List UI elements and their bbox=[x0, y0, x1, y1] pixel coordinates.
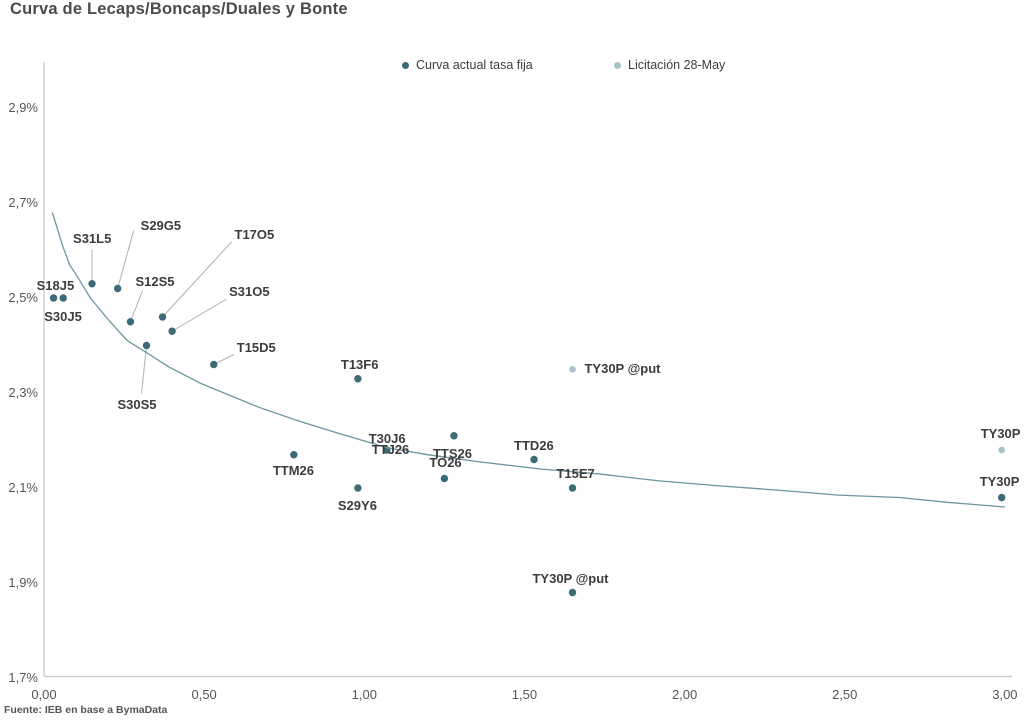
point-label: T13F6 bbox=[340, 356, 379, 372]
data-point[interactable] bbox=[997, 493, 1006, 502]
data-point[interactable] bbox=[210, 360, 218, 369]
data-point[interactable] bbox=[450, 432, 458, 440]
point-label: S30S5 bbox=[117, 396, 157, 412]
data-point[interactable] bbox=[142, 341, 151, 350]
x-tick-label: 2,50 bbox=[832, 687, 858, 702]
point-label: S30J5 bbox=[44, 309, 82, 324]
y-tick-label: 2,1% bbox=[8, 480, 38, 495]
leader-line bbox=[213, 354, 234, 365]
legend-label-actual: Curva actual tasa fija bbox=[416, 58, 533, 72]
y-tick-label: 2,7% bbox=[8, 195, 38, 210]
x-tick-label: 1,50 bbox=[511, 687, 538, 702]
x-tick-label: 1,00 bbox=[351, 687, 377, 702]
data-point[interactable] bbox=[168, 327, 176, 335]
point-label: TY30P bbox=[980, 426, 1021, 441]
leader-line bbox=[171, 298, 227, 332]
point-label: S12S5 bbox=[135, 273, 175, 289]
data-point[interactable] bbox=[569, 365, 576, 373]
data-point[interactable] bbox=[440, 474, 449, 483]
x-tick-label: 0,00 bbox=[31, 687, 57, 702]
data-point[interactable] bbox=[354, 484, 362, 492]
legend-item-licitacion[interactable]: Licitación 28-May bbox=[614, 58, 725, 72]
point-label: T15D5 bbox=[236, 339, 276, 355]
point-label: T17O5 bbox=[234, 227, 275, 242]
point-label: S29G5 bbox=[140, 217, 182, 233]
point-label: TTJ26 bbox=[371, 442, 410, 457]
point-label: S18J5 bbox=[36, 278, 75, 293]
fitted-curve bbox=[51, 212, 1005, 508]
y-tick-label: 2,5% bbox=[8, 290, 38, 305]
legend-item-curva-actual[interactable]: Curva actual tasa fija bbox=[402, 58, 533, 72]
point-label: TY30P bbox=[979, 473, 1020, 489]
point-label: S29Y6 bbox=[337, 498, 377, 513]
y-tick-label: 2,3% bbox=[8, 385, 38, 400]
point-label: T15E7 bbox=[556, 466, 595, 481]
point-label: S31O5 bbox=[229, 284, 270, 300]
y-tick-label: 1,9% bbox=[8, 575, 38, 590]
data-point[interactable] bbox=[568, 484, 577, 492]
point-label: TO26 bbox=[429, 454, 462, 470]
point-label: TTM26 bbox=[272, 462, 314, 478]
data-point[interactable] bbox=[290, 451, 298, 459]
data-point[interactable] bbox=[568, 588, 577, 597]
x-tick-label: 2,00 bbox=[671, 687, 698, 702]
source-note: Fuente: IEB en base a BymaData bbox=[4, 704, 168, 716]
y-tick-label: 1,7% bbox=[8, 670, 38, 685]
leader-line bbox=[140, 345, 147, 394]
point-label: TY30P @put bbox=[532, 570, 609, 586]
leader-line bbox=[130, 290, 143, 322]
data-point[interactable] bbox=[354, 375, 362, 383]
legend-label-licitacion: Licitación 28-May bbox=[628, 58, 726, 72]
leader-line bbox=[162, 241, 232, 318]
point-label: T30J6 bbox=[368, 431, 406, 446]
point-label: TTS26 bbox=[432, 445, 472, 461]
data-point[interactable] bbox=[530, 455, 538, 464]
data-point[interactable] bbox=[59, 294, 67, 302]
data-point[interactable] bbox=[88, 280, 96, 288]
data-point[interactable] bbox=[998, 446, 1005, 454]
x-tick-label: 0,50 bbox=[191, 687, 217, 702]
point-label: TTD26 bbox=[514, 437, 554, 453]
legend-dot-licitacion-icon bbox=[614, 61, 621, 69]
x-tick-label: 3,00 bbox=[992, 687, 1018, 702]
point-label: TY30P @put bbox=[584, 361, 661, 377]
leader-line bbox=[117, 230, 135, 289]
chart-title: Curva de Lecaps/Boncaps/Duales y Bonte bbox=[10, 0, 348, 18]
y-tick-label: 2,9% bbox=[8, 100, 38, 115]
point-label: S31L5 bbox=[73, 230, 112, 246]
data-point[interactable] bbox=[113, 284, 122, 293]
legend-dot-actual-icon bbox=[402, 61, 409, 69]
data-point[interactable] bbox=[158, 313, 167, 321]
data-point[interactable] bbox=[49, 294, 58, 302]
data-point[interactable] bbox=[126, 318, 135, 326]
